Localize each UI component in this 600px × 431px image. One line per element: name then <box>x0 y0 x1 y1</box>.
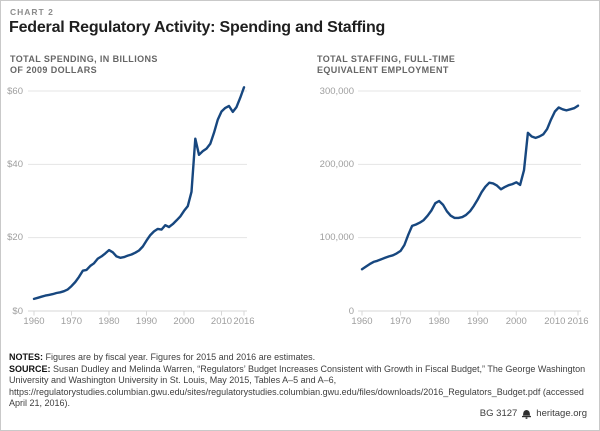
x-axis-tick-label: 1970 <box>60 316 83 327</box>
x-axis-tick-label: 2016 <box>567 316 589 327</box>
x-axis-tick-label: 2010 <box>544 316 566 327</box>
notes-block: NOTES: Figures are by fiscal year. Figur… <box>9 352 594 410</box>
x-axis-tick-label: 2000 <box>173 316 195 327</box>
source-text: Susan Dudley and Melinda Warren, “Regula… <box>9 363 586 409</box>
notes-label: NOTES: <box>9 352 46 362</box>
notes-text: Figures are by fiscal year. Figures for … <box>45 352 316 362</box>
y-axis-tick-label: 300,000 <box>319 85 354 97</box>
y-axis-tick-label: 200,000 <box>319 158 354 170</box>
y-axis-tick-label: $20 <box>7 232 23 244</box>
x-axis-tick-label: 1990 <box>135 316 158 327</box>
spending-line <box>32 86 246 301</box>
document-id: BG 3127 <box>479 408 518 419</box>
chart-kicker: CHART 2 <box>10 7 54 17</box>
x-axis-tick-label: 2000 <box>505 316 527 327</box>
x-axis-tick-label: 1960 <box>23 316 45 327</box>
y-axis-tick-label: $60 <box>7 85 23 97</box>
heritage-logo-icon <box>522 409 532 419</box>
source-label: SOURCE: <box>9 363 54 374</box>
page-title: Federal Regulatory Activity: Spending an… <box>9 19 386 36</box>
y-axis-tick-label: $0 <box>12 305 23 317</box>
staffing-chart-subtitle: TOTAL STAFFING, FULL-TIME EQUIVALENT EMP… <box>317 54 456 75</box>
footer: BG 3127 heritage.org <box>480 408 587 419</box>
y-axis-tick-label: $40 <box>7 158 23 170</box>
x-axis-tick-label: 1990 <box>467 316 489 327</box>
y-axis-tick-label: 0 <box>348 305 354 317</box>
x-axis-tick-label: 1980 <box>98 316 120 327</box>
source-line: SOURCE: Susan Dudley and Melinda Warren,… <box>9 364 594 410</box>
x-axis-tick-label: 2016 <box>233 316 255 327</box>
x-axis-tick-label: 1960 <box>351 316 373 327</box>
notes-line: NOTES: Figures are by fiscal year. Figur… <box>9 352 594 364</box>
y-axis-tick-label: 100,000 <box>319 232 354 244</box>
x-axis-tick-label: 2010 <box>210 316 233 327</box>
x-axis-tick-label: 1970 <box>389 316 412 327</box>
spending-chart-subtitle: TOTAL SPENDING, IN BILLIONS OF 2009 DOLL… <box>10 54 158 75</box>
site-link[interactable]: heritage.org <box>536 408 587 419</box>
staffing-line <box>360 104 580 271</box>
x-axis-tick-label: 1980 <box>428 316 450 327</box>
